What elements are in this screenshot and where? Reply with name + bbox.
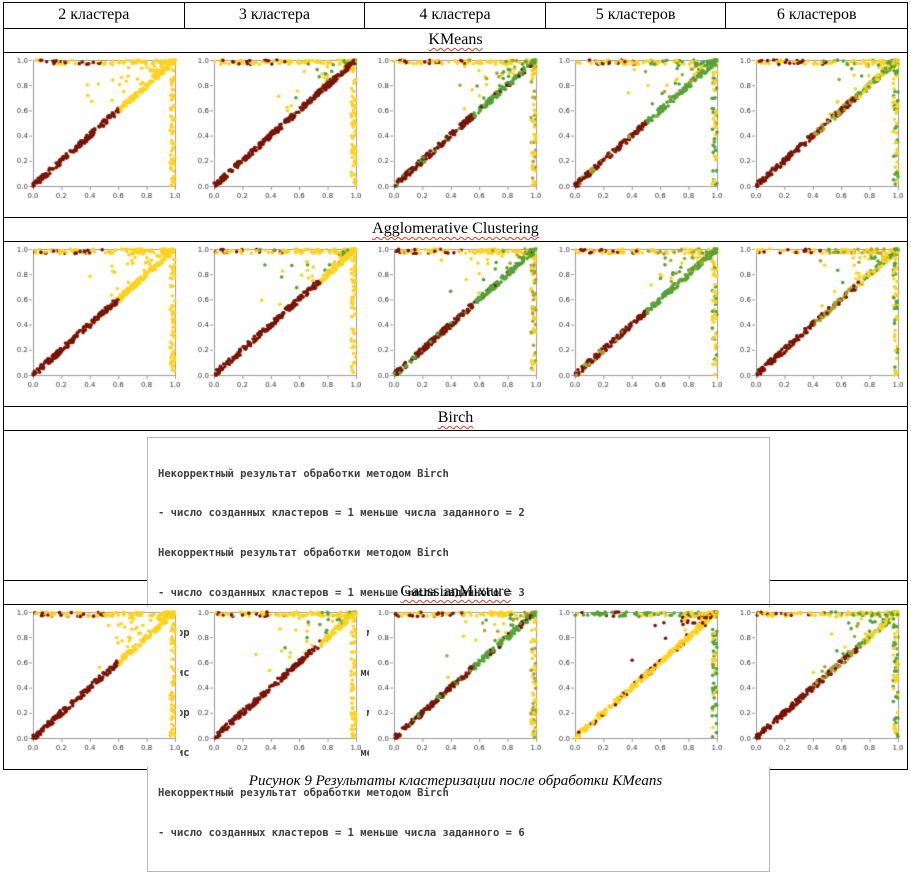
scatter-plot-agglomerative-6 (730, 244, 903, 404)
kmeans-plots-row (4, 53, 907, 218)
scatter-plot-gaussian-3 (188, 607, 361, 767)
scatter-plot-gaussian-4 (369, 607, 542, 767)
results-table: 2 кластера 3 кластера 4 кластера 5 класт… (3, 2, 908, 872)
column-header-6-clusters: 6 кластеров (776, 6, 857, 23)
scatter-plot-kmeans-3 (188, 55, 361, 215)
method-name-kmeans: KMeans (428, 31, 483, 48)
method-name-birch: Birch (437, 409, 474, 426)
scatter-plot-agglomerative-4 (369, 244, 542, 404)
console-line: - число созданных кластеров = 1 меньше ч… (158, 826, 525, 839)
section-title-gaussian-row: GaussianMixture (4, 581, 907, 605)
scatter-plot-gaussian-5 (550, 607, 723, 767)
console-line: - число созданных кластеров = 1 меньше ч… (158, 507, 525, 520)
console-line: Некорректный результат обработки методом… (158, 547, 449, 560)
birch-output-row: Некорректный результат обработки методом… (4, 431, 907, 872)
scatter-plot-gaussian-6 (730, 607, 903, 767)
scatter-plot-kmeans-4 (369, 55, 542, 215)
console-line: - число созданных кластеров = 1 меньше ч… (158, 587, 525, 600)
method-name-agglomerative: Agglomerative Clustering (372, 220, 539, 237)
column-header-5-clusters: 5 кластеров (546, 3, 727, 28)
column-header-2-clusters: 2 кластера (4, 3, 185, 28)
scatter-plot-agglomerative-5 (550, 244, 723, 404)
document-page: 2 кластера 3 кластера 4 кластера 5 класт… (3, 2, 908, 872)
column-header-3-clusters: 3 кластера (185, 3, 366, 28)
figure-caption: Рисунок 9 Результаты кластеризации после… (248, 773, 663, 789)
section-title-birch-row: Birch (4, 407, 907, 431)
section-title-agglomerative-row: Agglomerative Clustering (4, 218, 907, 242)
method-name-gaussianmixture: GaussianMixture (400, 583, 511, 600)
scatter-plot-kmeans-2 (8, 55, 181, 215)
agglomerative-plots-row (4, 242, 907, 407)
scatter-plot-agglomerative-3 (188, 244, 361, 404)
gaussian-plots-row (4, 605, 907, 769)
scatter-plot-gaussian-2 (8, 607, 181, 767)
console-line: Некорректный результат обработки методом… (158, 467, 449, 480)
column-header-row: 2 кластера 3 кластера 4 кластера 5 класт… (4, 3, 907, 29)
scatter-plot-kmeans-6 (730, 55, 903, 215)
column-header-4-clusters: 4 кластера (365, 3, 546, 28)
scatter-plot-kmeans-5 (550, 55, 723, 215)
section-title-kmeans-row: KMeans (4, 29, 907, 53)
scatter-plot-agglomerative-2 (8, 244, 181, 404)
